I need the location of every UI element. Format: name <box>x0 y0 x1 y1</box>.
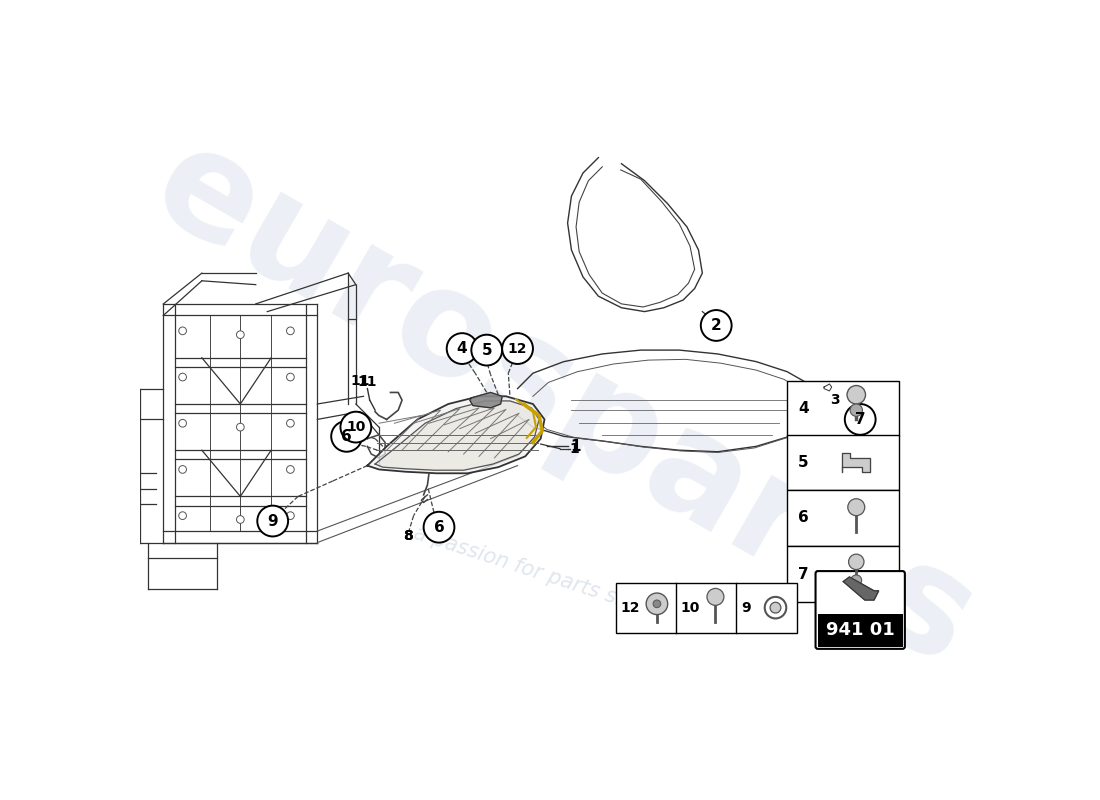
Circle shape <box>447 333 477 364</box>
Text: 6: 6 <box>341 429 352 444</box>
Text: 8: 8 <box>404 530 414 543</box>
Text: 4: 4 <box>798 401 808 416</box>
Circle shape <box>770 602 781 613</box>
Circle shape <box>646 593 668 614</box>
Text: 12: 12 <box>620 601 640 614</box>
Text: 12: 12 <box>508 342 527 355</box>
Polygon shape <box>375 401 539 470</box>
Circle shape <box>701 310 732 341</box>
Circle shape <box>424 512 454 542</box>
Text: 941 01: 941 01 <box>826 622 894 639</box>
Circle shape <box>851 575 861 586</box>
Circle shape <box>236 423 244 431</box>
Circle shape <box>236 516 244 523</box>
Circle shape <box>850 404 862 416</box>
Circle shape <box>286 512 295 519</box>
Circle shape <box>236 331 244 338</box>
Text: 9: 9 <box>741 601 750 614</box>
Text: 5: 5 <box>798 455 808 470</box>
Bar <box>818 614 902 646</box>
Text: 8: 8 <box>404 530 414 543</box>
Circle shape <box>472 334 502 366</box>
Circle shape <box>764 597 786 618</box>
Polygon shape <box>470 393 502 408</box>
Circle shape <box>847 386 866 404</box>
Circle shape <box>178 373 187 381</box>
Text: 4: 4 <box>456 341 468 356</box>
Text: 10: 10 <box>346 420 365 434</box>
Circle shape <box>848 498 865 516</box>
Text: 3: 3 <box>830 393 839 407</box>
Circle shape <box>257 506 288 537</box>
Text: 2: 2 <box>711 318 722 333</box>
Circle shape <box>707 589 724 606</box>
Circle shape <box>404 532 412 541</box>
Text: 5: 5 <box>482 342 492 358</box>
Circle shape <box>653 600 661 608</box>
Bar <box>788 381 899 436</box>
Text: 7: 7 <box>798 566 808 582</box>
Bar <box>616 582 798 633</box>
Text: 6: 6 <box>798 510 808 526</box>
Text: a passion for parts since 1985: a passion for parts since 1985 <box>411 523 716 639</box>
Circle shape <box>178 512 187 519</box>
Text: eurospares: eurospares <box>130 113 998 695</box>
Circle shape <box>848 554 864 570</box>
Polygon shape <box>844 577 879 600</box>
Circle shape <box>331 421 362 452</box>
Circle shape <box>178 419 187 427</box>
Circle shape <box>286 419 295 427</box>
Text: 11: 11 <box>358 375 377 390</box>
Circle shape <box>178 327 187 334</box>
Text: 11: 11 <box>350 374 370 388</box>
Circle shape <box>286 466 295 474</box>
Circle shape <box>178 466 187 474</box>
Bar <box>788 435 899 490</box>
Circle shape <box>286 327 295 334</box>
Text: 9: 9 <box>267 514 278 529</box>
Text: 1: 1 <box>570 439 581 454</box>
Polygon shape <box>367 396 544 474</box>
Text: 7: 7 <box>855 412 866 427</box>
Circle shape <box>845 404 876 434</box>
FancyBboxPatch shape <box>815 571 905 649</box>
Bar <box>788 546 899 602</box>
Text: 10: 10 <box>681 601 701 614</box>
Bar <box>788 490 899 546</box>
Text: 1: 1 <box>569 442 579 456</box>
Circle shape <box>286 373 295 381</box>
Circle shape <box>502 333 532 364</box>
Polygon shape <box>843 454 870 472</box>
Text: 6: 6 <box>433 520 444 534</box>
Circle shape <box>363 378 372 387</box>
Circle shape <box>341 412 372 442</box>
Polygon shape <box>824 384 832 391</box>
